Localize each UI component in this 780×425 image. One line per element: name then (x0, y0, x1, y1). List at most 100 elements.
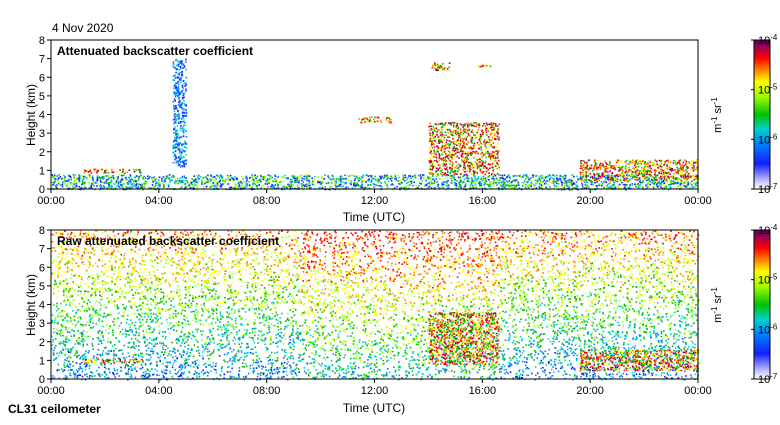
heatmap-cell (159, 176, 161, 178)
heatmap-cell (365, 118, 367, 120)
heatmap-cell (523, 175, 525, 177)
heatmap-cell (182, 151, 184, 153)
heatmap-cell (270, 178, 272, 180)
heatmap-cell (447, 177, 449, 179)
heatmap-cell (482, 134, 484, 136)
heatmap-cell (634, 345, 636, 347)
heatmap-cell (648, 183, 650, 185)
heatmap-cell (661, 173, 663, 175)
heatmap-cell (461, 157, 463, 159)
heatmap-cell (474, 177, 476, 179)
heatmap-cell (178, 61, 180, 63)
heatmap-cell (178, 86, 180, 88)
heatmap-cell (179, 100, 181, 102)
heatmap-cell (616, 162, 618, 164)
heatmap-cell (573, 187, 575, 189)
heatmap-cell (236, 178, 238, 180)
heatmap-cell (361, 184, 363, 186)
heatmap-cell (448, 154, 450, 156)
heatmap-cell (335, 186, 337, 188)
heatmap-cell (542, 181, 544, 183)
heatmap-cell (443, 135, 445, 137)
heatmap-cell (531, 275, 533, 277)
heatmap-cell (538, 179, 540, 181)
heatmap-cell (482, 132, 484, 134)
heatmap-cell (64, 317, 66, 319)
heatmap-cell (186, 105, 188, 107)
heatmap-cell (486, 141, 488, 143)
heatmap-cell (668, 176, 670, 178)
heatmap-cell (661, 166, 663, 168)
heatmap-cell (567, 180, 569, 182)
heatmap-cell (581, 168, 583, 170)
heatmap-cell (485, 180, 487, 182)
heatmap-cell (182, 115, 184, 117)
heatmap-cell (56, 184, 58, 186)
heatmap-cell (116, 185, 118, 187)
heatmap-cell (487, 151, 489, 153)
heatmap-cell (259, 179, 261, 181)
heatmap-cell (122, 169, 124, 171)
heatmap-cell (648, 169, 650, 171)
heatmap-cell (490, 186, 492, 188)
heatmap-cell (172, 101, 174, 103)
heatmap-cell (478, 272, 480, 274)
heatmap-cell (673, 173, 675, 175)
x-tick-label: 12:00 (361, 195, 389, 207)
heatmap-cell (509, 231, 511, 233)
heatmap-cell (178, 147, 180, 149)
heatmap-cell (273, 181, 275, 183)
heatmap-cell (677, 173, 679, 175)
heatmap-cell (120, 367, 122, 369)
heatmap-cell (263, 179, 265, 181)
y-tick-label: 2 (39, 147, 45, 159)
heatmap-cell (575, 185, 577, 187)
heatmap-cell (451, 157, 453, 159)
heatmap-cell (245, 184, 247, 186)
heatmap-cell (361, 186, 363, 188)
heatmap-cell (243, 376, 245, 378)
heatmap-cell (271, 184, 273, 186)
heatmap-cell (465, 185, 467, 187)
heatmap-cell (605, 175, 607, 177)
heatmap-cell (498, 150, 500, 152)
heatmap-cell (244, 356, 246, 358)
heatmap-cell (270, 186, 272, 188)
heatmap-cell (604, 166, 606, 168)
heatmap-cell (433, 69, 435, 71)
heatmap-cell (605, 300, 607, 302)
heatmap-cell (174, 99, 176, 101)
heatmap-cell (583, 160, 585, 162)
heatmap-cell (98, 170, 100, 172)
heatmap-cell (175, 147, 177, 149)
heatmap-cell (182, 145, 184, 147)
heatmap-cell (567, 186, 569, 188)
heatmap-cell (480, 172, 482, 174)
heatmap-cell (502, 175, 504, 177)
heatmap-cell (481, 184, 483, 186)
heatmap-cell (659, 164, 661, 166)
heatmap-cell (437, 69, 439, 71)
heatmap-cell (444, 67, 446, 69)
heatmap-cell (596, 169, 598, 171)
heatmap-cell (669, 181, 671, 183)
heatmap-cell (571, 180, 573, 182)
heatmap-cell (487, 169, 489, 171)
heatmap-cell (105, 231, 107, 233)
heatmap-cell (693, 183, 695, 185)
heatmap-cell (556, 177, 558, 179)
heatmap-cell (174, 100, 176, 102)
heatmap-cell (648, 160, 650, 162)
heatmap-cell (472, 148, 474, 150)
heatmap-cell (571, 185, 573, 187)
heatmap-cell (463, 152, 465, 154)
heatmap-cell (503, 180, 505, 182)
heatmap-cell (497, 125, 499, 127)
heatmap-cell (491, 166, 493, 168)
heatmap-cell (488, 130, 490, 132)
heatmap-cell (504, 174, 506, 176)
heatmap-cell (444, 123, 446, 125)
heatmap-cell (173, 63, 175, 65)
heatmap-cell (463, 174, 465, 176)
heatmap-cell (432, 67, 434, 69)
